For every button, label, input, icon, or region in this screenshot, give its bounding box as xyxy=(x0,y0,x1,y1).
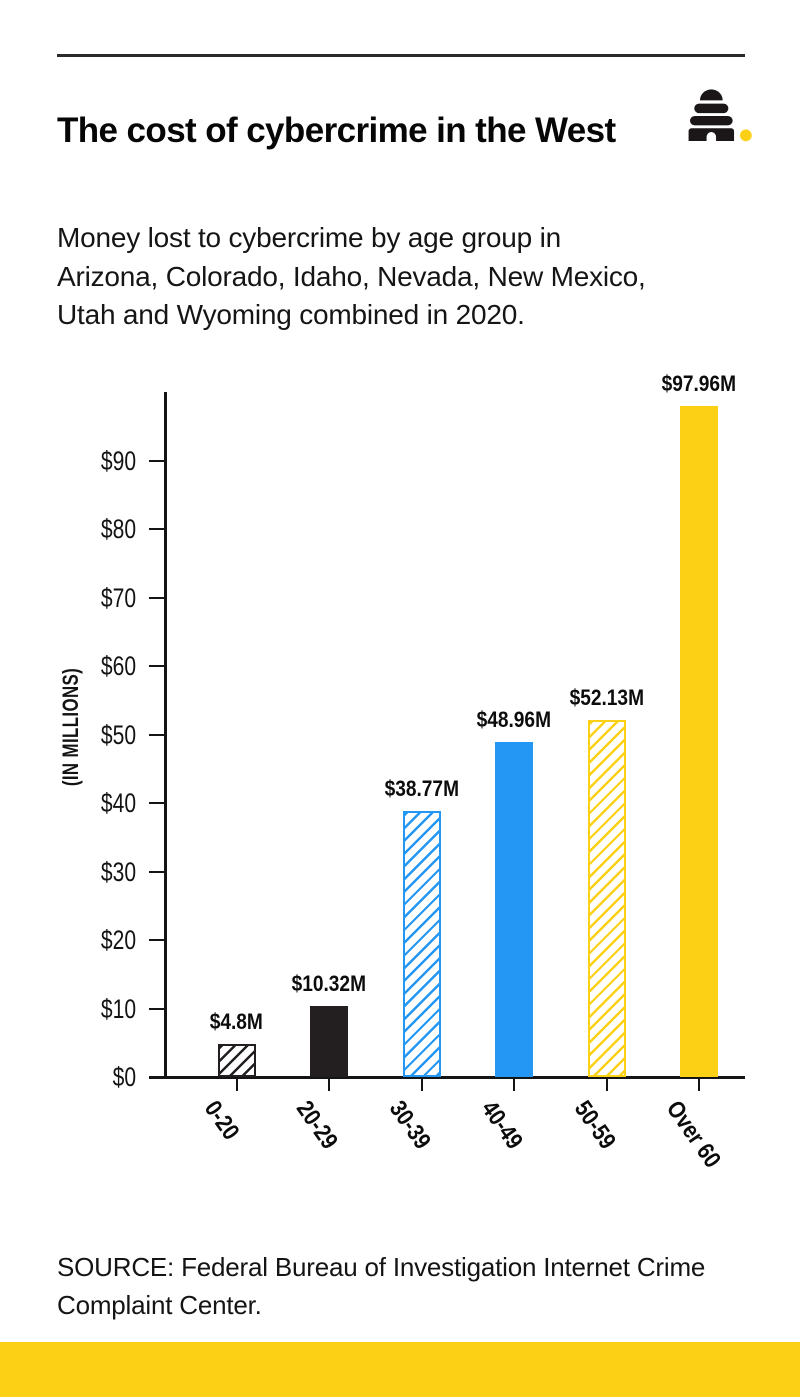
x-category-label: 50-59 xyxy=(568,1096,621,1155)
y-axis-title: (IN MILLIONS) xyxy=(58,667,83,786)
y-tick xyxy=(149,939,165,942)
y-tick xyxy=(149,459,165,462)
x-tick xyxy=(698,1079,701,1091)
x-category-label: 40-49 xyxy=(475,1096,528,1155)
footer-accent-bar xyxy=(0,1342,800,1397)
bar-value-label: $38.77M xyxy=(384,776,459,802)
bar-value-label: $10.32M xyxy=(291,971,367,997)
bar-40-49 xyxy=(495,741,533,1077)
y-tick xyxy=(149,1007,165,1010)
y-tick-label: $50 xyxy=(100,719,136,750)
y-tick xyxy=(149,802,165,805)
x-category-label: 0-20 xyxy=(198,1096,244,1145)
y-tick-label: $10 xyxy=(100,993,136,1024)
source-note: SOURCE: Federal Bureau of Investigation … xyxy=(57,1252,706,1320)
y-tick xyxy=(149,733,165,736)
bar-over-60 xyxy=(680,405,718,1077)
beehive-logo-icon xyxy=(688,89,752,142)
y-tick-label: $70 xyxy=(100,582,136,613)
y-tick-label: $90 xyxy=(100,445,136,476)
bar-value-label: $48.96M xyxy=(476,706,552,732)
bar-50-59 xyxy=(587,719,626,1077)
page-title: The cost of cybercrime in the West xyxy=(57,111,616,151)
y-tick xyxy=(149,870,165,873)
y-tick-label: $0 xyxy=(112,1062,136,1092)
y-tick-label: $30 xyxy=(100,856,136,887)
y-tick xyxy=(149,596,165,599)
x-category-label: 30-39 xyxy=(383,1096,436,1155)
bar-value-label: $97.96M xyxy=(661,370,737,396)
x-tick xyxy=(235,1079,238,1091)
chart-subtitle: Money lost to cybercrime by age group in… xyxy=(57,222,646,330)
bar-20-29 xyxy=(310,1006,348,1077)
x-tick xyxy=(420,1079,423,1091)
x-category-label: Over 60 xyxy=(660,1096,726,1173)
y-axis-line xyxy=(164,392,167,1079)
x-tick xyxy=(605,1079,608,1091)
x-tick xyxy=(513,1079,516,1091)
logo-dot xyxy=(740,129,752,142)
bar-value-label: $4.8M xyxy=(209,1009,264,1035)
bar-value-label: $52.13M xyxy=(569,684,644,710)
y-tick-label: $60 xyxy=(100,651,136,681)
x-category-label: 20-29 xyxy=(290,1096,343,1155)
y-tick-label: $40 xyxy=(100,788,136,818)
bar-0-20 xyxy=(217,1044,256,1077)
x-axis-line xyxy=(149,1076,745,1079)
y-tick-label: $20 xyxy=(100,925,136,955)
bar-30-39 xyxy=(402,811,441,1077)
y-tick-label: $80 xyxy=(100,514,136,544)
x-tick xyxy=(328,1079,331,1091)
header-rule xyxy=(57,54,745,57)
y-tick xyxy=(149,528,165,531)
y-tick xyxy=(149,665,165,668)
